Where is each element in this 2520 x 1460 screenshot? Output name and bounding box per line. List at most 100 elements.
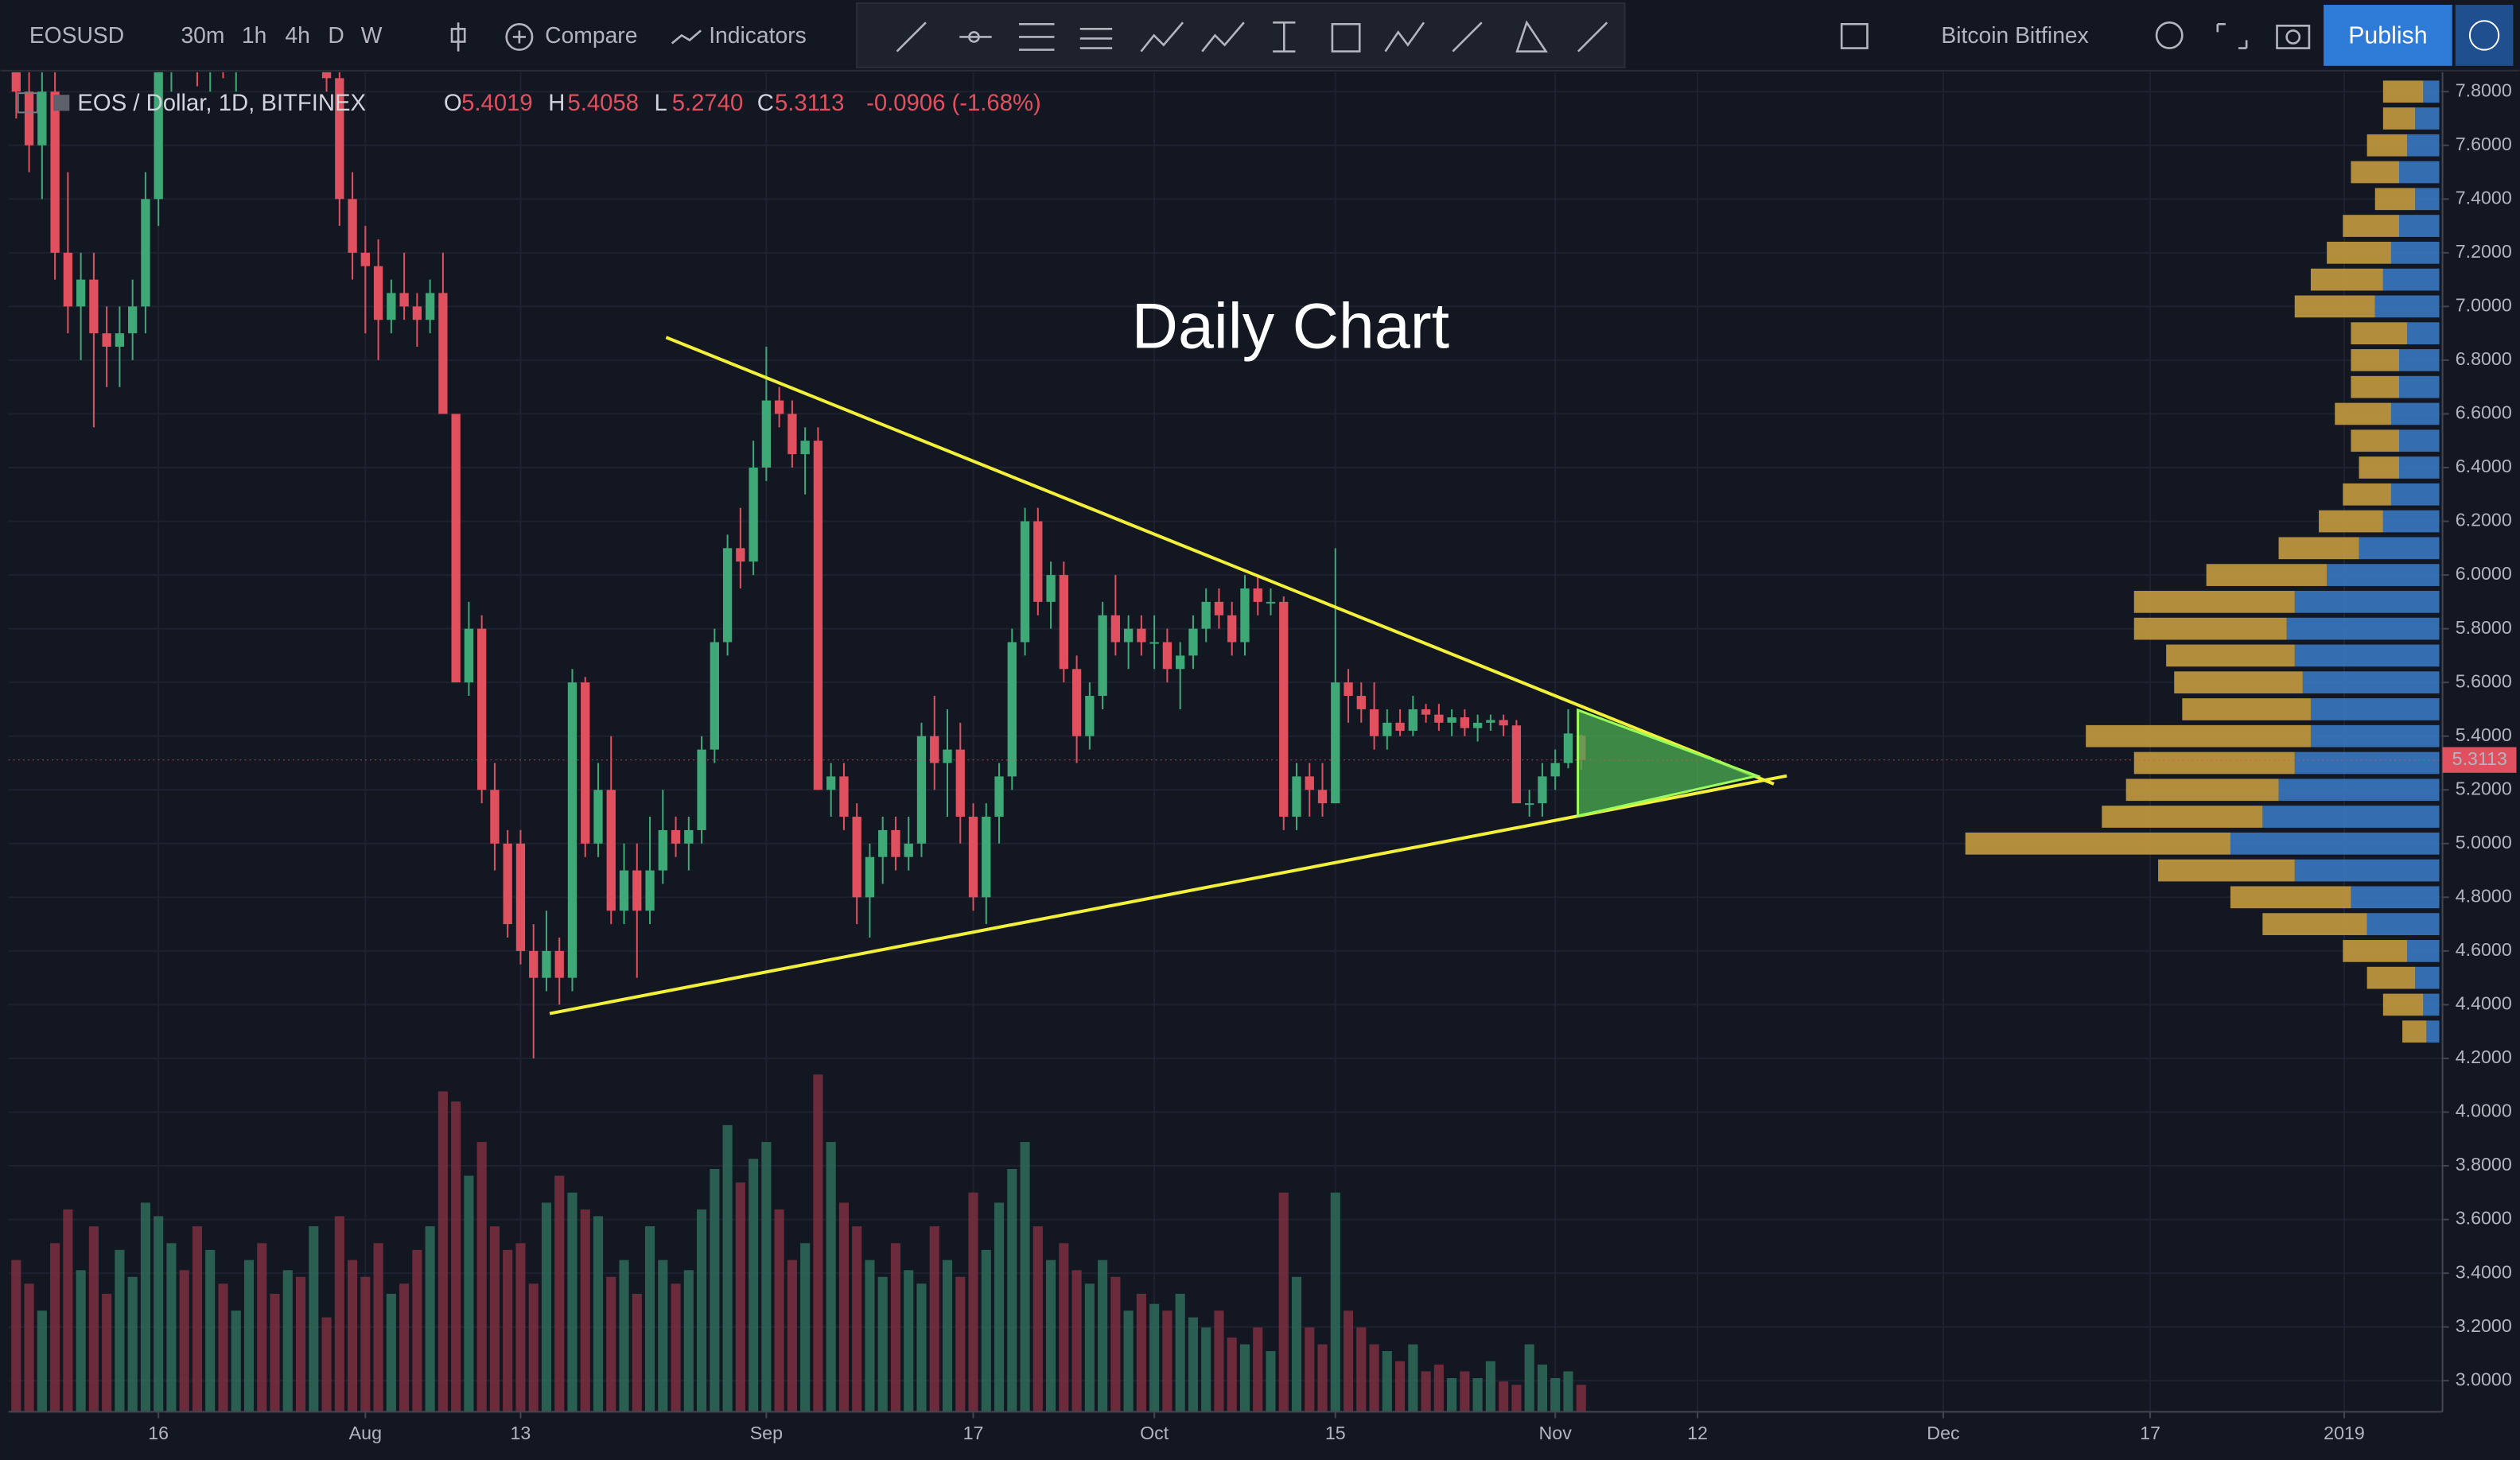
candle-body bbox=[1279, 601, 1289, 817]
y-tick-label: 4.4000 bbox=[2456, 993, 2512, 1014]
profile-up bbox=[2294, 591, 2440, 613]
profile-up bbox=[2294, 644, 2440, 667]
x-tick-label: 15 bbox=[1325, 1423, 1346, 1443]
y-tick-label: 6.6000 bbox=[2456, 402, 2512, 423]
volume-bar bbox=[464, 1175, 474, 1412]
legend-c: C bbox=[757, 90, 774, 116]
candle-body bbox=[916, 736, 927, 844]
volume-bar bbox=[1511, 1384, 1522, 1412]
candle-body bbox=[749, 468, 758, 562]
volume-bar bbox=[1485, 1361, 1495, 1412]
candle-body bbox=[1059, 575, 1068, 670]
candle-body bbox=[1563, 733, 1573, 763]
symbol[interactable]: EOSUSD bbox=[29, 22, 124, 48]
candle-body bbox=[1033, 521, 1043, 602]
volume-bar bbox=[1369, 1344, 1379, 1412]
volume-bar bbox=[334, 1216, 344, 1412]
volume-bar bbox=[644, 1226, 655, 1412]
candle-body bbox=[567, 682, 578, 978]
profile-down bbox=[2125, 779, 2279, 802]
profile-up bbox=[2310, 724, 2440, 747]
candle-body bbox=[710, 642, 719, 750]
volume-bar bbox=[1395, 1361, 1406, 1412]
volume-bar bbox=[476, 1142, 487, 1412]
candle-body bbox=[115, 333, 125, 348]
profile-up bbox=[2390, 241, 2440, 264]
volume-bar bbox=[76, 1270, 86, 1412]
volume-bar bbox=[1330, 1192, 1340, 1412]
volume-bar bbox=[489, 1226, 500, 1412]
volume-bar bbox=[1201, 1327, 1211, 1412]
candle-body bbox=[348, 199, 357, 253]
profile-up bbox=[2399, 161, 2440, 184]
candle-body bbox=[373, 266, 383, 320]
profile-down bbox=[2366, 966, 2416, 989]
profile-down bbox=[2382, 107, 2416, 130]
candle-body bbox=[477, 628, 487, 790]
interval[interactable]: D bbox=[328, 22, 344, 48]
candle-body bbox=[671, 829, 681, 844]
candle-body bbox=[1305, 776, 1314, 790]
legend-expand[interactable] bbox=[17, 92, 38, 114]
candle-body bbox=[360, 252, 370, 266]
candle-body bbox=[154, 72, 163, 200]
profile-up bbox=[2407, 940, 2440, 962]
volume-bar bbox=[309, 1226, 319, 1412]
candle-body bbox=[438, 293, 448, 414]
play-button[interactable] bbox=[2455, 5, 2514, 66]
data-source[interactable]: Bitcoin Bitfinex bbox=[1941, 22, 2088, 48]
profile-down bbox=[2382, 993, 2424, 1016]
volume-bar bbox=[1576, 1384, 1586, 1412]
profile-up bbox=[2390, 483, 2440, 506]
volume-bar bbox=[890, 1243, 901, 1412]
y-tick-label: 6.2000 bbox=[2456, 510, 2512, 530]
candle-body bbox=[1046, 575, 1056, 602]
candle-body bbox=[451, 414, 461, 683]
candle-body bbox=[542, 950, 551, 978]
publish-button[interactable] bbox=[2324, 5, 2452, 66]
candle-body bbox=[529, 950, 539, 978]
volume-bar bbox=[904, 1270, 914, 1412]
publish-label[interactable]: Publish bbox=[2348, 22, 2427, 49]
indicators-button[interactable]: Indicators bbox=[709, 22, 807, 48]
volume-bar bbox=[787, 1260, 797, 1412]
volume-bar bbox=[1408, 1344, 1418, 1412]
volume-bar bbox=[282, 1270, 293, 1412]
volume-bar bbox=[567, 1192, 578, 1412]
interval[interactable]: 1h bbox=[242, 22, 266, 48]
volume-bar bbox=[231, 1311, 241, 1412]
interval[interactable]: 30m bbox=[181, 22, 224, 48]
y-tick-label: 3.0000 bbox=[2456, 1369, 2512, 1389]
legend-o: O bbox=[444, 90, 462, 116]
volume-bar bbox=[1110, 1276, 1121, 1412]
candle-body bbox=[761, 400, 772, 468]
y-tick-label: 7.4000 bbox=[2456, 187, 2512, 208]
volume-bar bbox=[1356, 1327, 1367, 1412]
y-tick-label: 3.4000 bbox=[2456, 1261, 2512, 1282]
candle-body bbox=[943, 749, 952, 763]
candle-body bbox=[878, 829, 888, 857]
candle-body bbox=[1253, 588, 1262, 602]
y-tick-label: 7.0000 bbox=[2456, 295, 2512, 316]
interval[interactable]: 4h bbox=[285, 22, 309, 48]
profile-up bbox=[2390, 402, 2440, 425]
profile-down bbox=[2278, 537, 2359, 560]
volume-bar bbox=[619, 1260, 629, 1412]
volume-bar bbox=[102, 1293, 112, 1412]
volume-bar bbox=[1175, 1293, 1185, 1412]
play-icon bbox=[2468, 20, 2500, 51]
compare-button[interactable]: Compare bbox=[545, 22, 637, 48]
y-tick-label: 6.4000 bbox=[2456, 456, 2512, 476]
profile-down bbox=[2262, 913, 2367, 935]
profile-up bbox=[2399, 349, 2440, 371]
profile-up bbox=[2310, 698, 2440, 720]
interval[interactable]: W bbox=[361, 22, 383, 48]
candle-body bbox=[1395, 722, 1405, 731]
candle-body bbox=[1382, 722, 1392, 736]
candle-body bbox=[490, 790, 500, 844]
volume-bar bbox=[942, 1260, 953, 1412]
volume-bar bbox=[671, 1283, 681, 1412]
profile-up bbox=[2423, 993, 2440, 1016]
candle-body bbox=[930, 736, 939, 763]
